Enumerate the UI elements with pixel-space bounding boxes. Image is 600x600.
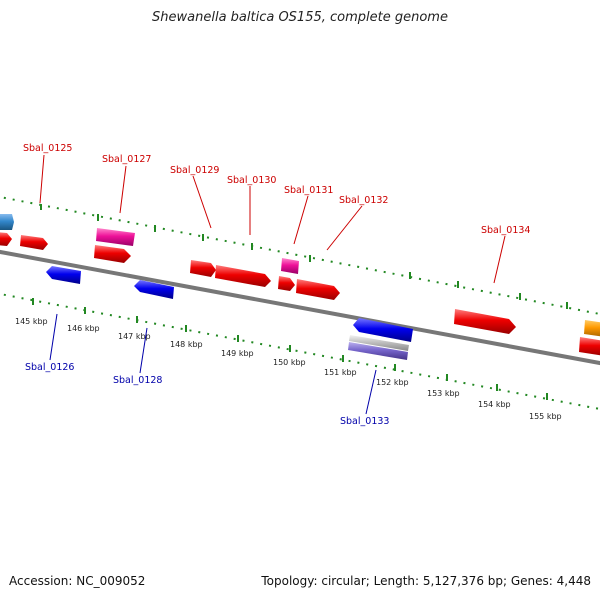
- gene-misc[interactable]: [348, 342, 408, 360]
- forward-leaders: [39, 154, 506, 284]
- scale-label: 154 kbp: [478, 400, 511, 409]
- major-ticks: [32, 204, 568, 400]
- gene-forward[interactable]: [94, 245, 131, 263]
- scale-label: 149 kbp: [221, 349, 254, 358]
- gene-label[interactable]: Sbal_0125: [23, 143, 72, 154]
- genome-summary-text: Topology: circular; Length: 5,127,376 bp…: [261, 574, 591, 588]
- gene-label[interactable]: Sbal_0129: [170, 165, 219, 176]
- scale-label: 145 kbp: [15, 317, 48, 326]
- accession-text: Accession: NC_009052: [9, 574, 146, 588]
- gene-orange[interactable]: [584, 320, 600, 337]
- gene-forward[interactable]: [0, 232, 12, 246]
- scale-label: 152 kbp: [376, 378, 409, 387]
- scale-label: 147 kbp: [118, 332, 151, 341]
- gene-forward[interactable]: [454, 309, 516, 334]
- gene-forward[interactable]: [278, 276, 295, 291]
- gene-reverse[interactable]: [134, 280, 174, 299]
- forward-gene-labels: Sbal_0125 Sbal_0127 Sbal_0129 Sbal_0130 …: [23, 143, 530, 236]
- gene-reverse[interactable]: [46, 266, 81, 284]
- gene-pseudo[interactable]: [349, 335, 409, 351]
- scale-label: 151 kbp: [324, 368, 357, 377]
- gene-reverse[interactable]: [353, 318, 413, 342]
- scale-labels: 145 kbp 146 kbp 147 kbp 148 kbp 149 kbp …: [15, 317, 562, 421]
- genome-backbone: [0, 249, 600, 366]
- gene-steelblue[interactable]: [0, 214, 14, 230]
- gene-rna[interactable]: [281, 258, 299, 274]
- scale-label: 153 kbp: [427, 389, 460, 398]
- gene-label[interactable]: Sbal_0127: [102, 154, 151, 165]
- scale-label: 146 kbp: [67, 324, 100, 333]
- scale-label: 148 kbp: [170, 340, 203, 349]
- gene-label[interactable]: Sbal_0134: [481, 225, 530, 236]
- forward-tick-track: [0, 195, 600, 316]
- gene-label[interactable]: Sbal_0126: [25, 362, 74, 373]
- gene-label[interactable]: Sbal_0133: [340, 416, 389, 427]
- scale-label: 155 kbp: [529, 412, 562, 421]
- gene-label[interactable]: Sbal_0132: [339, 195, 388, 206]
- gene-label[interactable]: Sbal_0131: [284, 185, 333, 196]
- map-title: Shewanella baltica OS155, complete genom…: [152, 10, 448, 25]
- forward-genes: [0, 214, 600, 356]
- gene-label[interactable]: Sbal_0130: [227, 175, 276, 186]
- scale-label: 150 kbp: [273, 358, 306, 367]
- gene-rna[interactable]: [96, 228, 135, 246]
- gene-forward[interactable]: [190, 260, 216, 277]
- reverse-leaders: [49, 313, 377, 415]
- reverse-genes: [46, 266, 413, 360]
- reverse-tick-track: [0, 292, 600, 411]
- gene-label[interactable]: Sbal_0128: [113, 375, 162, 386]
- reverse-gene-labels: Sbal_0126 Sbal_0128 Sbal_0133: [25, 362, 389, 427]
- gene-forward[interactable]: [296, 279, 340, 300]
- gene-forward[interactable]: [215, 265, 271, 287]
- gene-forward[interactable]: [20, 235, 48, 250]
- gene-forward[interactable]: [579, 337, 600, 356]
